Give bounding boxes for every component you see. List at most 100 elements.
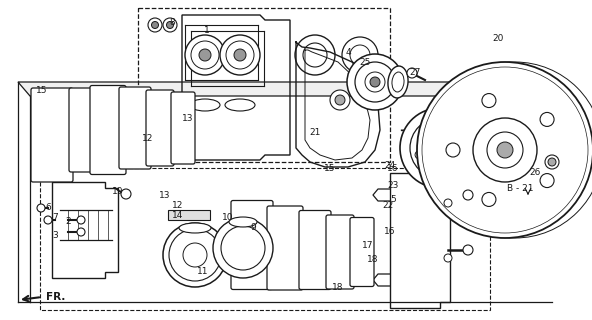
Text: 8: 8: [169, 18, 175, 27]
Circle shape: [163, 18, 177, 32]
FancyBboxPatch shape: [326, 215, 354, 289]
Circle shape: [226, 41, 254, 69]
Circle shape: [423, 126, 431, 134]
Circle shape: [44, 216, 52, 224]
Circle shape: [77, 228, 85, 236]
Circle shape: [473, 118, 537, 182]
FancyBboxPatch shape: [119, 87, 151, 169]
Circle shape: [433, 141, 447, 155]
FancyBboxPatch shape: [90, 85, 126, 174]
Polygon shape: [18, 82, 552, 96]
Text: FR.: FR.: [46, 292, 65, 302]
Circle shape: [545, 155, 559, 169]
Text: 10: 10: [222, 213, 234, 222]
Circle shape: [121, 189, 131, 199]
Circle shape: [166, 21, 173, 28]
Circle shape: [303, 43, 327, 67]
Circle shape: [463, 245, 473, 255]
Circle shape: [365, 72, 385, 92]
Text: 5: 5: [390, 196, 396, 204]
Text: 19: 19: [112, 188, 124, 196]
Ellipse shape: [179, 223, 211, 233]
Text: 20: 20: [493, 34, 504, 43]
Circle shape: [444, 254, 452, 262]
Text: 16: 16: [384, 228, 395, 236]
Circle shape: [427, 62, 592, 238]
Ellipse shape: [225, 99, 255, 111]
Text: 9: 9: [250, 223, 256, 233]
Text: 23: 23: [387, 180, 398, 189]
Circle shape: [213, 218, 273, 278]
Circle shape: [342, 37, 378, 73]
Circle shape: [335, 95, 345, 105]
Circle shape: [482, 192, 496, 206]
Circle shape: [444, 199, 452, 207]
Text: 15: 15: [36, 85, 48, 94]
FancyBboxPatch shape: [267, 206, 303, 290]
Circle shape: [234, 49, 246, 61]
Text: 12: 12: [172, 201, 184, 210]
Circle shape: [370, 77, 380, 87]
Ellipse shape: [388, 66, 408, 98]
Text: 15: 15: [324, 164, 336, 172]
Circle shape: [540, 112, 554, 126]
FancyBboxPatch shape: [171, 92, 195, 164]
Circle shape: [548, 158, 556, 166]
Text: 16: 16: [387, 164, 399, 172]
FancyBboxPatch shape: [299, 211, 331, 290]
FancyBboxPatch shape: [69, 88, 101, 172]
FancyBboxPatch shape: [31, 88, 73, 182]
Ellipse shape: [190, 99, 220, 111]
Circle shape: [220, 35, 260, 75]
Circle shape: [295, 35, 335, 75]
Circle shape: [417, 62, 592, 238]
Text: 17: 17: [362, 241, 374, 250]
Circle shape: [148, 18, 162, 32]
Circle shape: [487, 132, 523, 168]
Text: 6: 6: [45, 204, 51, 212]
Text: 13: 13: [159, 190, 170, 199]
Text: 26: 26: [529, 167, 540, 177]
Circle shape: [183, 243, 207, 267]
Text: 27: 27: [409, 68, 421, 76]
Text: 7: 7: [52, 213, 58, 222]
Circle shape: [449, 126, 457, 134]
Circle shape: [347, 54, 403, 110]
Text: 14: 14: [172, 211, 184, 220]
Circle shape: [457, 151, 465, 159]
Polygon shape: [168, 210, 210, 220]
Circle shape: [407, 68, 417, 78]
Text: 24: 24: [384, 161, 395, 170]
Circle shape: [436, 166, 444, 174]
Circle shape: [355, 62, 395, 102]
FancyBboxPatch shape: [146, 90, 174, 166]
Circle shape: [540, 173, 554, 188]
Circle shape: [191, 41, 219, 69]
Text: 18: 18: [332, 284, 344, 292]
Circle shape: [415, 151, 423, 159]
Circle shape: [350, 45, 370, 65]
Text: 3: 3: [52, 230, 58, 239]
Ellipse shape: [392, 72, 404, 92]
Text: 12: 12: [142, 133, 154, 142]
FancyBboxPatch shape: [350, 218, 374, 286]
Circle shape: [497, 142, 513, 158]
Circle shape: [199, 49, 211, 61]
Text: 21: 21: [309, 127, 321, 137]
Circle shape: [152, 21, 159, 28]
Text: 11: 11: [197, 268, 209, 276]
Circle shape: [185, 35, 225, 75]
Circle shape: [410, 118, 470, 178]
Circle shape: [77, 216, 85, 224]
FancyBboxPatch shape: [231, 201, 273, 290]
Text: B - 21: B - 21: [507, 183, 533, 193]
Circle shape: [425, 133, 455, 163]
Circle shape: [400, 108, 480, 188]
Circle shape: [169, 229, 221, 281]
Text: 25: 25: [359, 58, 371, 67]
Circle shape: [463, 190, 473, 200]
Ellipse shape: [229, 217, 257, 227]
Circle shape: [446, 143, 460, 157]
Text: 1: 1: [204, 26, 210, 35]
Text: 4: 4: [345, 47, 351, 57]
